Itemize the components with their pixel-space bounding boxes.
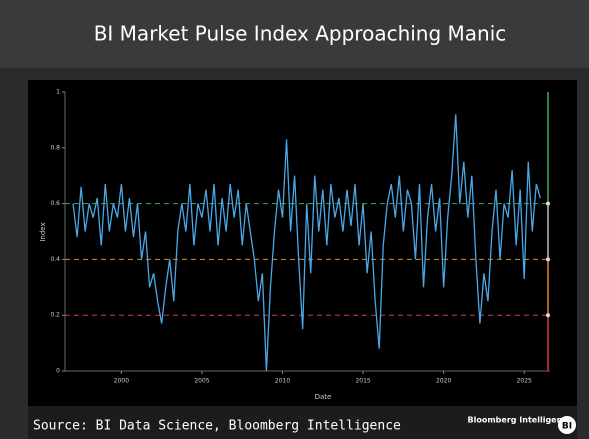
x-tick-label: 2010 — [275, 378, 290, 385]
threshold-marker — [546, 257, 550, 262]
logo-badge — [558, 416, 576, 434]
chart-title: BI Market Pulse Index Approaching Manic — [94, 22, 507, 46]
logo-text: Bloomberg Intelligence — [468, 416, 574, 425]
x-tick-label: 2005 — [194, 378, 209, 385]
x-tick-label: 2025 — [517, 378, 532, 385]
y-tick-label: 0.8 — [50, 144, 60, 151]
footer — [28, 406, 577, 439]
y-tick-label: 0.6 — [50, 200, 60, 207]
x-axis-label: Date — [315, 393, 332, 401]
y-tick-label: 1 — [56, 89, 60, 96]
title-bar — [0, 0, 589, 68]
y-tick-label: 0 — [56, 368, 60, 375]
x-tick-label: 2015 — [355, 378, 370, 385]
chart-panel — [28, 80, 577, 406]
y-axis-label: Index — [39, 222, 47, 241]
logo-badge-text: BI — [562, 422, 572, 432]
x-tick-label: 2000 — [114, 378, 129, 385]
x-tick-label: 2020 — [436, 378, 451, 385]
threshold-marker — [546, 201, 550, 206]
threshold-marker — [546, 313, 550, 318]
y-tick-label: 0.2 — [50, 312, 60, 319]
y-tick-label: 0.4 — [50, 256, 60, 263]
line — [72, 114, 541, 372]
source: Source: BI Data Science, Bloomberg Intel… — [33, 419, 401, 434]
